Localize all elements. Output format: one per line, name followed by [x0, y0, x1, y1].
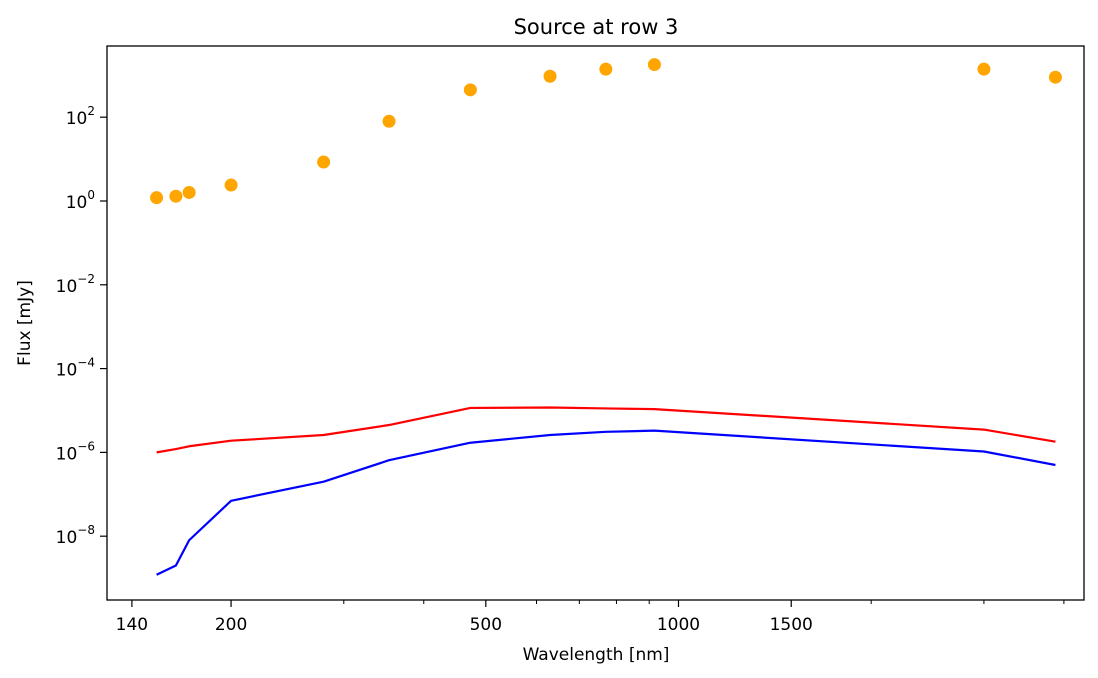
y-axis-label: Flux [mJy]	[15, 280, 35, 366]
data-point-3	[224, 178, 238, 192]
y-tick-label-1: 10−6	[56, 439, 95, 464]
data-point-0	[150, 191, 164, 205]
x-tick-label-3: 1000	[657, 615, 700, 635]
plot-area	[150, 58, 1062, 576]
y-tick-label-0: 10−8	[56, 523, 95, 548]
data-point-11	[1048, 70, 1062, 84]
x-tick-label-0: 140	[116, 615, 148, 635]
data-point-4	[317, 155, 331, 169]
data-point-1	[169, 189, 183, 203]
data-point-7	[543, 69, 557, 83]
y-tick-label-5: 102	[66, 104, 95, 129]
y-tick-label-4: 100	[66, 188, 95, 213]
series-line-1	[156, 406, 1056, 454]
y-tick-label-3: 10−2	[56, 272, 95, 297]
data-point-2	[182, 185, 196, 199]
axes: 140 200 500 1000 1500 10−8 10−6 10−4 10−2 100 102	[56, 45, 1085, 635]
y-tick-label-2: 10−4	[56, 356, 95, 381]
chart-title: Source at row 3	[514, 15, 679, 39]
data-point-5	[382, 114, 396, 128]
plot-frame	[106, 45, 1085, 601]
data-point-9	[647, 58, 661, 72]
data-point-10	[977, 62, 991, 76]
x-tick-label-2: 500	[470, 615, 502, 635]
x-tick-label-4: 1500	[770, 615, 813, 635]
data-point-8	[599, 62, 613, 76]
x-axis-label: Wavelength [nm]	[523, 645, 670, 665]
series-line-2	[156, 429, 1056, 576]
x-tick-label-1: 200	[215, 615, 247, 635]
data-point-6	[463, 83, 477, 97]
